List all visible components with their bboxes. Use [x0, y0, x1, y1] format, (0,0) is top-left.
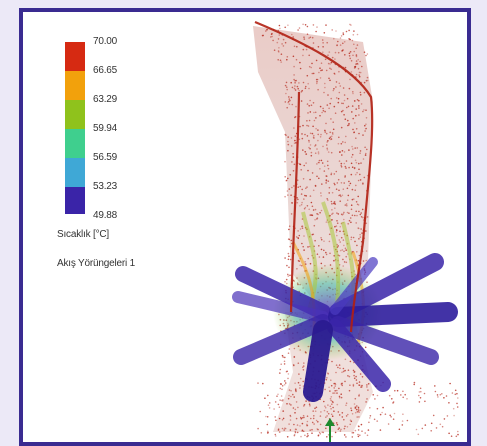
flow-trajectory-plot [232, 20, 459, 442]
jet-left-mid [232, 291, 329, 323]
legend-band-4 [65, 158, 85, 188]
color-legend: 70.00 66.65 63.29 59.94 56.59 53.23 49.88 Sıca… [57, 34, 213, 274]
legend-tick-label: 53.23 [93, 181, 118, 192]
legend-tick-label: 70.00 [93, 36, 118, 47]
jet-up-right [330, 257, 378, 315]
jet-right-lower [330, 316, 439, 365]
legend-color-bar [65, 42, 85, 214]
legend-band-3 [65, 129, 85, 159]
legend-band-5 [65, 187, 85, 214]
jet-down-right [327, 319, 391, 392]
jet-right-mid [328, 302, 458, 327]
legend-tick-label: 63.29 [93, 94, 118, 105]
legend-tick-label: 49.88 [93, 210, 118, 221]
inlet-arrow [325, 418, 335, 442]
legend-band-0 [65, 42, 85, 72]
legend-tick-label: 56.59 [93, 152, 118, 163]
dataset-label: Akış Yörüngeleri 1 [57, 258, 135, 269]
jet-left-upper [235, 266, 331, 320]
jet-down-left [303, 320, 333, 402]
hot-trajectory-line [254, 20, 374, 333]
legend-band-1 [65, 71, 85, 101]
legend-tick-label: 66.65 [93, 65, 118, 76]
legend-band-2 [65, 100, 85, 130]
jet-left-lower [233, 314, 331, 365]
visualization-frame: 70.00 66.65 63.29 59.94 56.59 53.23 49.88 Sıca… [19, 8, 471, 446]
legend-tick-label: 59.94 [93, 123, 118, 134]
quantity-label: Sıcaklık [°C] [57, 229, 109, 240]
